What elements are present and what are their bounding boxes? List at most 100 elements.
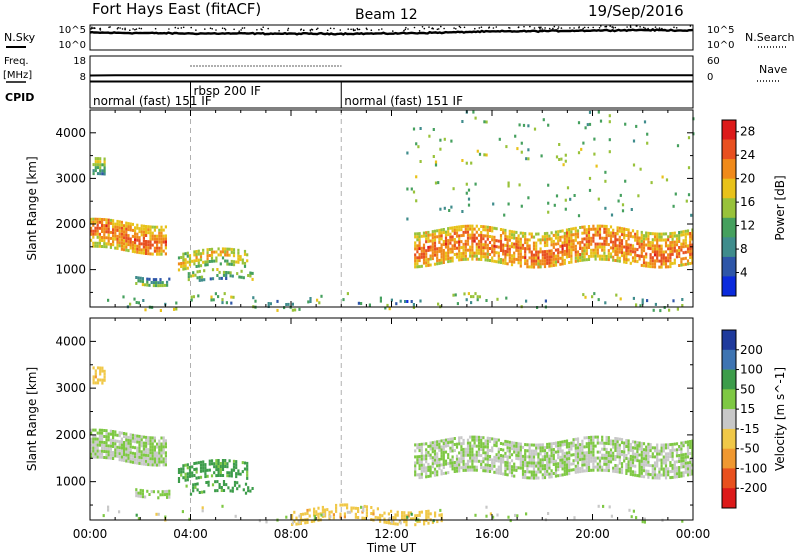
velocity-cell [202, 460, 205, 464]
velocity-cell [222, 483, 226, 486]
velocity-cell [142, 435, 145, 439]
nsearch-point [405, 26, 407, 29]
power-cell [594, 245, 597, 249]
power-cell [554, 254, 558, 258]
power-cell [623, 227, 626, 231]
power-cell [521, 243, 525, 247]
power-cell [480, 234, 483, 237]
power-cell [134, 235, 137, 239]
power-cell [616, 229, 619, 233]
power-cell [691, 246, 694, 250]
power-cell [215, 256, 218, 260]
velocity-cell [147, 454, 150, 458]
velocity-cell [390, 509, 393, 513]
velocity-cell [438, 463, 441, 467]
nsearch-point [243, 27, 246, 29]
nsearch-point [552, 27, 554, 30]
power-cell [552, 260, 555, 264]
velocity-cell [504, 463, 507, 467]
velocity-cell [123, 441, 126, 444]
power-cell [136, 250, 139, 254]
velocity-cell [142, 456, 145, 460]
velocity-cell [662, 467, 665, 471]
velocity-cell [226, 474, 229, 478]
power-cell [607, 249, 610, 253]
velocity-cell [486, 457, 489, 461]
power-cell [123, 233, 126, 237]
power-cell [550, 255, 553, 259]
power-cell [557, 230, 560, 234]
power-cell [96, 166, 100, 170]
velocity-cell [673, 463, 676, 467]
velocity-cell [504, 442, 507, 446]
freq-unit-label: [MHz] [3, 70, 32, 81]
power-cell [480, 243, 483, 246]
velocity-cell [451, 449, 454, 453]
velocity-cell [590, 438, 593, 442]
power-cell [184, 252, 187, 256]
nsearch-point [302, 29, 305, 32]
power-cell [530, 259, 533, 263]
power-cell [101, 236, 104, 239]
power-cell [585, 234, 588, 238]
power-cell [112, 231, 115, 235]
power-cell [530, 253, 533, 257]
power-cell [593, 137, 596, 141]
power-cell [555, 194, 559, 198]
velocity-cell [678, 454, 681, 457]
power-cell [583, 252, 586, 256]
velocity-cell [485, 505, 488, 509]
power-cell [464, 254, 467, 258]
velocity-cell [480, 436, 483, 439]
power-cell [660, 235, 663, 239]
velocity-cell [664, 470, 668, 474]
velocity-cell [138, 452, 141, 456]
velocity-cell [193, 462, 196, 465]
velocity-cell [675, 466, 679, 470]
velocity-cell [90, 431, 93, 435]
velocity-cell [482, 451, 485, 455]
velocity-cell [550, 445, 553, 449]
velocity-cell [627, 460, 630, 464]
power-cell [541, 238, 544, 242]
velocity-cell [291, 517, 294, 520]
power-cell [447, 233, 450, 237]
power-cell [101, 245, 104, 248]
velocity-cell [291, 523, 294, 526]
velocity-cell [559, 461, 562, 465]
power-cell [98, 241, 101, 245]
power-cell [603, 230, 606, 234]
power-cell [159, 309, 162, 312]
power-cell [596, 251, 599, 255]
power-cell [425, 252, 428, 256]
velocity-cell [640, 462, 643, 466]
power-cell [576, 241, 580, 245]
power-cell [570, 227, 573, 231]
power-cell [598, 254, 602, 258]
colorbar-tick-label: 50 [740, 382, 755, 396]
velocity-cell [609, 439, 613, 443]
velocity-cell [92, 375, 95, 379]
velocity-cell [598, 456, 602, 460]
nsearch-point [673, 26, 675, 29]
velocity-cell [131, 445, 134, 449]
velocity-cell [107, 432, 110, 436]
velocity-cell [680, 474, 683, 478]
power-cell [618, 229, 621, 233]
power-cell [223, 292, 226, 296]
velocity-cell [653, 446, 657, 450]
velocity-cell [689, 464, 692, 467]
nsearch-point [278, 30, 280, 32]
power-cell [561, 256, 564, 260]
velocity-cell [667, 467, 670, 471]
velocity-cell [686, 446, 690, 450]
power-cell [98, 232, 101, 236]
velocity-cell [647, 442, 650, 446]
y-tick-label: 1000 [55, 263, 86, 277]
velocity-cell [559, 440, 562, 444]
power-cell [198, 269, 201, 273]
velocity-cell [330, 510, 333, 514]
velocity-cell [526, 461, 529, 465]
colorbar-segment [722, 178, 736, 199]
velocity-cell [162, 451, 165, 455]
